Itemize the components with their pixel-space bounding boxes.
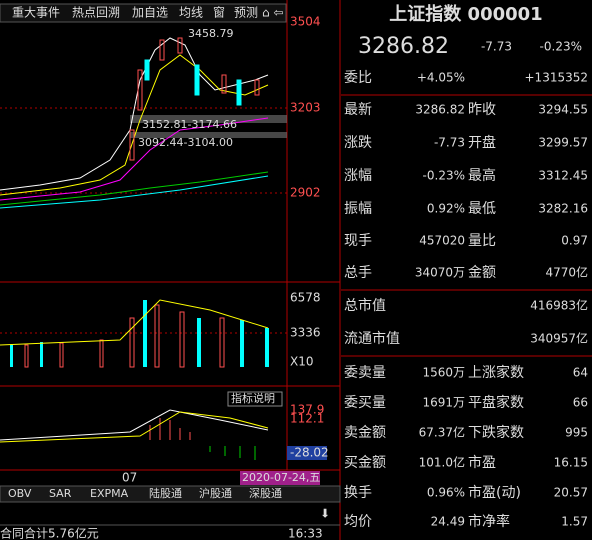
indicator-button[interactable]: 指标说明 bbox=[231, 391, 275, 405]
quote-value: 995 bbox=[565, 426, 588, 440]
quote-value: 3312.45 bbox=[538, 169, 588, 183]
quote-value: 1.57 bbox=[561, 515, 588, 529]
quote-label: 市净率 bbox=[468, 513, 510, 530]
quote-value: 20.57 bbox=[554, 486, 588, 500]
icon-home[interactable]: ⌂ ⇦ bbox=[262, 6, 284, 20]
quote-change: -7.73 bbox=[481, 40, 512, 54]
ratio-label: 委比 bbox=[344, 70, 372, 86]
quote-label: 委卖量 bbox=[344, 365, 386, 381]
high-label: 3458.79 bbox=[188, 27, 234, 40]
quote-title: 上证指数 000001 bbox=[389, 3, 542, 25]
quote-label: 市盈 bbox=[468, 454, 496, 471]
indicator-decoration bbox=[0, 391, 327, 485]
quote-value: 24.49 bbox=[431, 515, 465, 529]
quote-label: 金额 bbox=[468, 265, 496, 281]
tab[interactable]: 陆股通 bbox=[149, 486, 182, 500]
quote-value: 457020 bbox=[419, 234, 465, 248]
quote-label: 委买量 bbox=[344, 395, 386, 411]
quote-label: 下跌家数 bbox=[468, 424, 524, 441]
quote-value: 0.92% bbox=[427, 202, 465, 216]
quote-label: 平盘家数 bbox=[468, 394, 524, 411]
quote-label: 量比 bbox=[468, 233, 496, 249]
volume-tick: 3336 bbox=[290, 326, 321, 340]
quote-label: 最低 bbox=[468, 201, 496, 217]
toolbar bbox=[0, 3, 287, 23]
quote-price: 3286.82 bbox=[358, 34, 449, 59]
quote-value: 340957亿 bbox=[530, 331, 588, 346]
ratio-pct: +4.05% bbox=[417, 71, 465, 85]
quote-value: 3299.57 bbox=[538, 136, 588, 150]
quote-value: 101.0亿 bbox=[419, 455, 465, 470]
quote-value: 1560万 bbox=[422, 366, 465, 380]
volume-tick: X10 bbox=[290, 355, 314, 369]
quote-value: -0.23% bbox=[423, 169, 465, 183]
tab[interactable]: 沪股通 bbox=[199, 486, 232, 500]
quote-label: 现手 bbox=[344, 233, 372, 249]
quote-value: 34070万 bbox=[415, 266, 465, 280]
quote-value: 3294.55 bbox=[538, 103, 588, 117]
zone-label: 3152.81-3174.66 bbox=[142, 118, 237, 131]
toolbar-button[interactable]: 均线 bbox=[179, 6, 203, 20]
indicator-level: 137.9 bbox=[290, 403, 324, 417]
toolbar-button[interactable]: 热点回溯 bbox=[72, 5, 120, 20]
toolbar-button[interactable]: 预测 bbox=[234, 6, 258, 20]
quote-label: 涨跌 bbox=[344, 135, 372, 151]
volume-tick: 6578 bbox=[290, 291, 321, 305]
price-tick: 2902 bbox=[290, 186, 321, 200]
tab[interactable]: OBV bbox=[8, 487, 32, 500]
indicator-value: -28.02 bbox=[290, 446, 329, 460]
price-tick: 3203 bbox=[290, 101, 321, 115]
ratio-diff: +1315352 bbox=[525, 71, 589, 85]
quote-label: 卖金额 bbox=[344, 425, 386, 441]
quote-value: 3282.16 bbox=[538, 202, 588, 216]
quote-label: 换手 bbox=[344, 484, 372, 501]
indicator-level: 112.1 bbox=[290, 412, 324, 426]
quote-label: 最新 bbox=[344, 102, 372, 118]
tab[interactable]: EXPMA bbox=[90, 487, 129, 500]
toolbar-button[interactable]: 加自选 bbox=[132, 6, 168, 20]
tab[interactable]: 深股通 bbox=[249, 487, 282, 500]
quote-value: 4770亿 bbox=[545, 265, 588, 280]
status-text: 合同合计5.76亿元 bbox=[0, 526, 99, 540]
tab-bar bbox=[0, 485, 341, 503]
quote-value: -7.73 bbox=[434, 136, 465, 150]
quote-label: 总市值 bbox=[344, 297, 386, 314]
quote-value: 416983亿 bbox=[530, 298, 588, 313]
toolbar-button[interactable]: 窗 bbox=[213, 6, 225, 20]
quote-label: 昨收 bbox=[468, 102, 496, 118]
quote-label: 振幅 bbox=[344, 201, 372, 217]
quote-label: 涨幅 bbox=[344, 168, 372, 184]
toolbar-button[interactable]: 重大事件 bbox=[12, 6, 60, 20]
quote-label: 流通市值 bbox=[344, 330, 400, 347]
quote-value: 16.15 bbox=[554, 456, 588, 470]
quote-label: 最高 bbox=[468, 167, 496, 184]
date-cursor: 2020-07-24,五 bbox=[242, 471, 320, 484]
quote-label: 买金额 bbox=[344, 455, 386, 471]
quote-value: 1691万 bbox=[422, 396, 465, 410]
price-tick: 3504 bbox=[290, 15, 321, 29]
volume-decoration bbox=[0, 299, 269, 368]
date-month: 07 bbox=[122, 471, 137, 485]
quote-label: 开盘 bbox=[468, 134, 496, 151]
quote-value: 0.97 bbox=[561, 234, 588, 248]
quote-label: 均价 bbox=[344, 514, 372, 530]
status-time: 16:33 bbox=[288, 527, 323, 540]
quote-label: 上涨家数 bbox=[468, 364, 524, 381]
quote-label: 总手 bbox=[344, 265, 372, 281]
quote-value: 67.37亿 bbox=[419, 425, 465, 440]
tab[interactable]: SAR bbox=[49, 487, 72, 500]
quote-value: 0.96% bbox=[427, 486, 465, 500]
price-decoration bbox=[0, 37, 287, 209]
quote-value: 64 bbox=[573, 366, 588, 380]
zone-label: 3092.44-3104.00 bbox=[138, 136, 233, 149]
quote-label: 市盈(动) bbox=[468, 484, 521, 501]
quote-value: 66 bbox=[573, 396, 588, 410]
icon-download[interactable]: ⬇ bbox=[320, 507, 330, 521]
quote-value: 3286.82 bbox=[415, 103, 465, 117]
quote-pct: -0.23% bbox=[540, 40, 582, 54]
